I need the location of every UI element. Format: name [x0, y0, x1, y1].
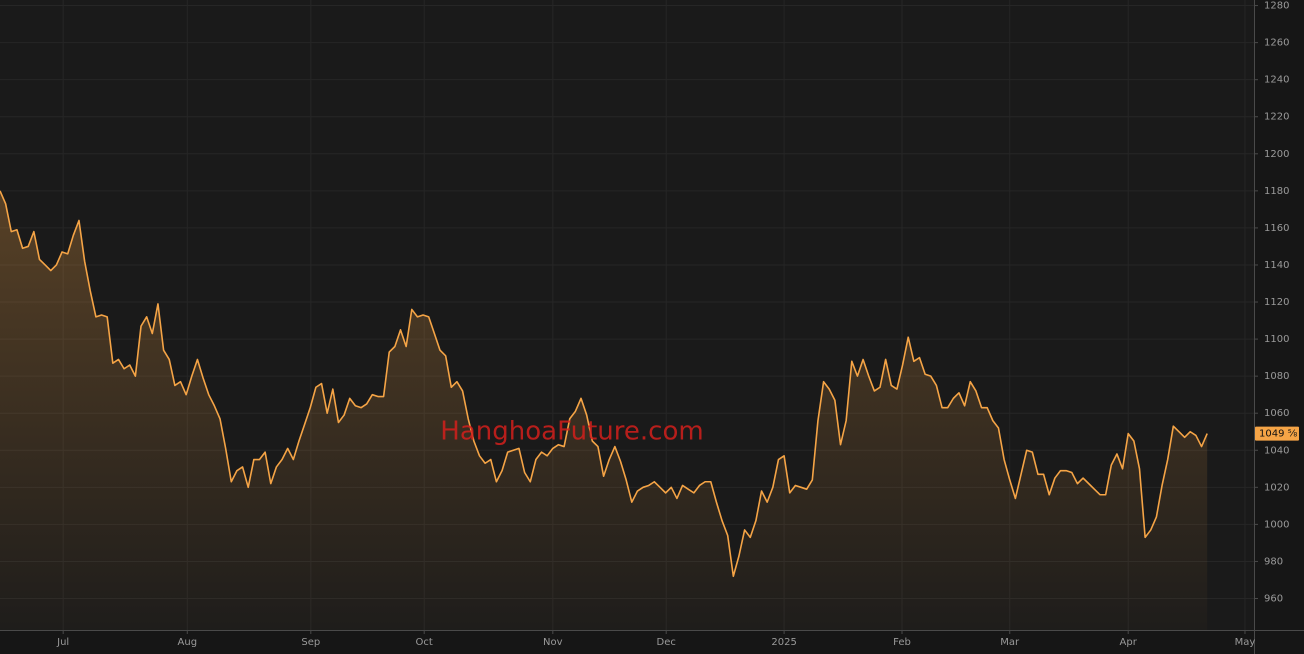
y-tick-label: 1120 — [1264, 297, 1289, 308]
x-tick-label: Aug — [178, 637, 198, 648]
x-tick-label: 2025 — [771, 637, 796, 648]
last-price-box — [1255, 426, 1299, 441]
y-tick-label: 980 — [1264, 556, 1283, 567]
y-tick-label: 1040 — [1264, 445, 1289, 456]
y-tick-label: 1260 — [1264, 38, 1289, 49]
x-tick-label: Feb — [893, 637, 911, 648]
x-tick-label: Oct — [416, 637, 433, 648]
x-tick-label: Jul — [56, 637, 69, 648]
marks — [0, 190, 1208, 630]
x-tick-label: Apr — [1120, 637, 1138, 648]
y-tick-label: 1220 — [1264, 112, 1289, 123]
y-tick-label: 1280 — [1264, 1, 1289, 12]
y-tick-label: 1180 — [1264, 186, 1289, 197]
area — [0, 190, 1208, 630]
price-line — [0, 190, 1208, 578]
y-tick-label: 960 — [1264, 594, 1283, 605]
labels: 960 980 1000 1020 1040 1060 1080 1100 1120 1140 11… — [56, 1, 1299, 648]
y-tick-label: 1200 — [1264, 149, 1289, 160]
watermark: HanghoaFuture.com — [440, 417, 703, 447]
y-tick-label: 1060 — [1264, 408, 1289, 419]
y-tick-label: 1140 — [1264, 260, 1289, 271]
x-tick-label: Mar — [1000, 637, 1020, 648]
x-tick-label: Dec — [657, 637, 676, 648]
y-tick-label: 1160 — [1264, 223, 1289, 234]
y-tick-label: 1020 — [1264, 482, 1289, 493]
last-price-label: 1049 ⅝ — [1259, 429, 1298, 440]
y-tick-label: 1240 — [1264, 75, 1289, 86]
x-tick-label: Sep — [301, 637, 320, 648]
y-tick-label: 1000 — [1264, 519, 1289, 530]
x-tick-label: May — [1235, 637, 1256, 648]
x-tick-label: Nov — [543, 637, 563, 648]
y-tick-label: 1100 — [1264, 334, 1289, 345]
y-tick-label: 1080 — [1264, 371, 1289, 382]
